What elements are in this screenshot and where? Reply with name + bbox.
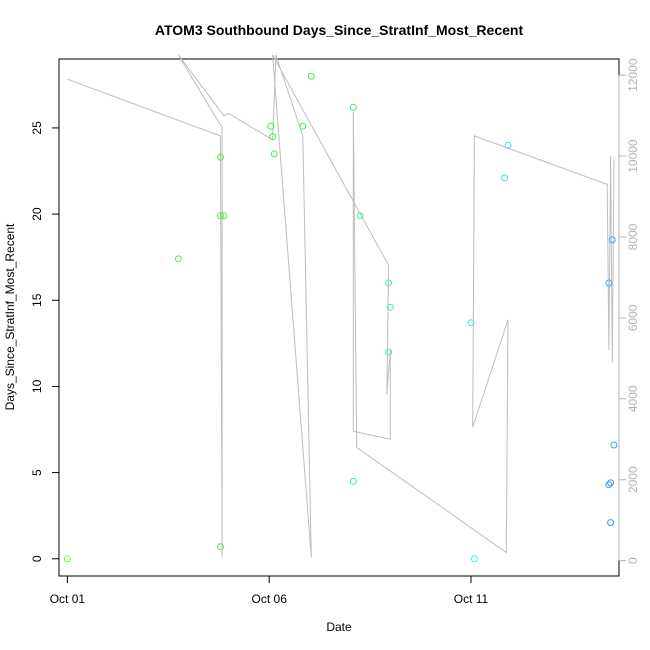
data-point [349,477,357,485]
data-point [267,122,275,130]
data-point [467,319,475,327]
data-point [270,150,278,158]
y-tick-label: 20 [30,207,44,221]
data-point [269,133,277,141]
y2-tick-label: 12000 [626,58,640,92]
data-point [216,212,224,220]
data-point [504,141,512,149]
x-tick-label: Oct 01 [50,592,86,606]
y-tick-label: 15 [30,293,44,307]
data-point [307,72,315,80]
data-point [385,348,393,356]
y2-tick-label: 2000 [626,466,640,493]
data-point [385,279,393,287]
y-axis: 0 5 10 15 20 25 [30,121,60,562]
data-point [610,441,618,449]
y-tick-label: 0 [30,555,44,562]
x-axis-label: Date [326,620,352,634]
x-axis: Oct 01 Oct 06 Oct 11 [50,575,489,606]
data-point [299,122,307,130]
y-tick-label: 10 [30,379,44,393]
data-point [220,212,228,220]
data-point [349,103,357,111]
data-point [605,279,613,287]
data-point [216,153,224,161]
y2-axis: 0 2000 4000 6000 8000 10000 12000 [618,58,640,564]
x-tick-label: Oct 11 [454,592,489,606]
data-point [216,543,224,551]
data-point [356,212,364,220]
y2-tick-label: 0 [626,557,640,564]
y-axis-label: Days_Since_StratInf_Most_Recent [3,223,17,410]
data-point [386,303,394,311]
data-point [63,555,71,563]
data-point [607,519,615,527]
data-point [608,236,616,244]
data-point [174,255,182,263]
data-point [470,555,478,563]
series-line [67,54,615,558]
data-point [607,479,615,487]
y-tick-label: 5 [30,469,44,476]
y2-tick-label: 10000 [626,139,640,173]
y2-tick-label: 8000 [626,223,640,250]
y-tick-label: 25 [30,121,44,135]
chart-title: ATOM3 Southbound Days_Since_StratInf_Mos… [155,22,524,38]
y2-tick-label: 4000 [626,385,640,412]
data-point [605,481,613,489]
x-tick-label: Oct 06 [252,592,288,606]
point-series [63,72,618,563]
plot-area [58,58,620,577]
y2-tick-label: 6000 [626,304,640,331]
line-series [67,54,615,558]
data-point [501,174,509,182]
